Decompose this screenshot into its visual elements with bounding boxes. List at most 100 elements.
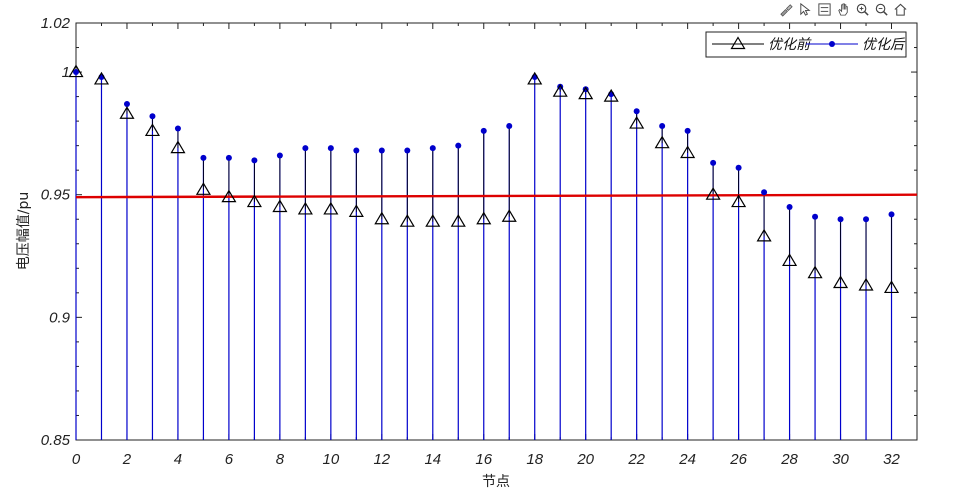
before-point bbox=[807, 265, 823, 279]
after-point bbox=[761, 189, 768, 196]
legend-after-marker bbox=[829, 41, 835, 47]
after-point bbox=[812, 213, 819, 220]
before-point bbox=[782, 253, 798, 267]
x-tick-label: 12 bbox=[373, 451, 390, 468]
after-point bbox=[327, 145, 334, 152]
before-point bbox=[476, 211, 492, 225]
x-tick-label: 20 bbox=[576, 451, 594, 468]
y-tick-label: 1.02 bbox=[41, 15, 71, 32]
before-point bbox=[221, 189, 237, 203]
plot-frame bbox=[75, 22, 918, 441]
after-point bbox=[455, 142, 462, 149]
y-tick-label: 0.85 bbox=[41, 432, 71, 449]
y-tick-label: 0.9 bbox=[49, 309, 71, 326]
after-point bbox=[200, 154, 207, 161]
before-point bbox=[883, 280, 900, 294]
after-point bbox=[73, 69, 79, 76]
before-point bbox=[297, 201, 313, 215]
before-point bbox=[170, 140, 186, 154]
legend: 优化前 优化后 bbox=[705, 31, 907, 58]
after-point bbox=[149, 113, 156, 120]
data-cursor-icon[interactable] bbox=[797, 1, 814, 18]
zoom-out-icon[interactable] bbox=[873, 1, 890, 18]
before-point bbox=[501, 209, 517, 222]
after-point bbox=[429, 145, 436, 152]
before-point bbox=[144, 123, 161, 137]
after-point bbox=[684, 127, 691, 134]
x-tick-label: 8 bbox=[276, 451, 285, 468]
before-point bbox=[68, 64, 84, 78]
threshold-line bbox=[75, 193, 918, 199]
after-point bbox=[302, 145, 309, 152]
before-point bbox=[654, 135, 670, 149]
x-tick-label: 18 bbox=[526, 451, 543, 468]
before-point bbox=[450, 214, 466, 227]
after-point bbox=[863, 216, 870, 223]
before-point bbox=[858, 277, 874, 291]
after-point bbox=[659, 123, 666, 130]
x-tick-label: 30 bbox=[832, 451, 849, 468]
brush-icon[interactable] bbox=[778, 1, 795, 18]
after-point bbox=[837, 216, 844, 223]
after-point bbox=[251, 157, 258, 164]
y-tick-label: 0.95 bbox=[41, 187, 71, 204]
x-tick-label: 24 bbox=[678, 451, 696, 468]
before-point bbox=[832, 275, 849, 289]
before-point bbox=[527, 71, 543, 85]
after-point bbox=[225, 154, 232, 161]
legend-icon[interactable] bbox=[816, 1, 833, 18]
legend-after-label: 优化后 bbox=[862, 37, 906, 53]
after-point bbox=[404, 147, 411, 154]
before-point bbox=[603, 88, 619, 102]
before-point bbox=[119, 106, 135, 119]
before-point bbox=[705, 187, 721, 200]
after-point bbox=[276, 152, 283, 159]
x-tick-label: 4 bbox=[174, 451, 182, 468]
figure-toolbar bbox=[778, 1, 909, 19]
x-tick-label: 10 bbox=[323, 451, 340, 468]
before-point bbox=[374, 211, 390, 225]
before-point bbox=[731, 194, 747, 208]
before-point bbox=[629, 115, 645, 129]
home-icon[interactable] bbox=[892, 1, 909, 18]
after-point bbox=[123, 100, 130, 107]
after-point bbox=[786, 203, 793, 210]
after-point bbox=[710, 159, 717, 166]
after-point bbox=[353, 147, 360, 154]
x-tick-label: 2 bbox=[122, 451, 132, 468]
before-point bbox=[272, 199, 288, 213]
before-point bbox=[425, 214, 441, 227]
before-point bbox=[552, 84, 568, 97]
x-tick-label: 28 bbox=[780, 451, 798, 468]
y-axis-title: 电压幅值/pu bbox=[16, 192, 32, 270]
x-tick-label: 22 bbox=[627, 451, 645, 468]
y-tick-label: 1 bbox=[62, 64, 70, 81]
x-axis-title: 节点 bbox=[482, 474, 510, 490]
before-point bbox=[195, 182, 211, 195]
x-tick-label: 16 bbox=[475, 451, 492, 468]
after-point bbox=[633, 108, 640, 115]
after-point bbox=[888, 211, 895, 218]
before-point bbox=[680, 145, 696, 159]
after-point bbox=[378, 147, 385, 154]
x-tick-label: 0 bbox=[72, 451, 81, 468]
after-point bbox=[506, 123, 513, 130]
before-point bbox=[348, 204, 364, 217]
legend-before-marker bbox=[730, 36, 746, 50]
before-point bbox=[246, 194, 262, 208]
before-point bbox=[399, 214, 415, 227]
after-point bbox=[735, 164, 742, 171]
before-point bbox=[578, 86, 594, 100]
legend-before-label: 优化前 bbox=[768, 37, 812, 53]
after-point bbox=[480, 127, 487, 134]
x-tick-label: 26 bbox=[729, 451, 747, 468]
x-tick-label: 6 bbox=[225, 451, 234, 468]
before-point bbox=[323, 201, 339, 215]
after-point bbox=[174, 125, 181, 132]
x-tick-label: 32 bbox=[883, 451, 900, 468]
before-point bbox=[93, 71, 110, 85]
pan-hand-icon[interactable] bbox=[835, 1, 852, 18]
x-tick-label: 14 bbox=[424, 451, 441, 468]
zoom-in-icon[interactable] bbox=[854, 1, 871, 18]
